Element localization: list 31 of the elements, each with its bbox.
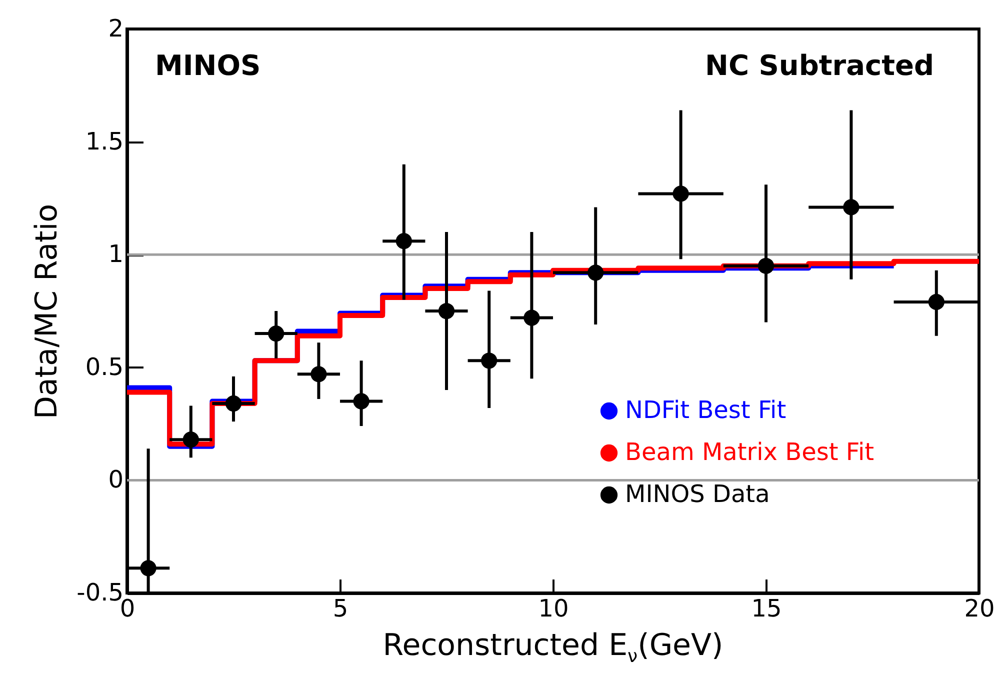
point xyxy=(182,432,199,448)
point xyxy=(928,294,944,310)
point xyxy=(396,233,412,250)
legend-label: NDFit Best Fit xyxy=(625,396,786,424)
annotation: MINOS xyxy=(155,49,261,82)
point xyxy=(672,186,689,202)
x-axis-title: Reconstructed E$_{ν}$(GeV) xyxy=(382,628,724,667)
y-tick-label: 1 xyxy=(108,240,124,268)
point xyxy=(438,302,455,320)
legend-label: MINOS Data xyxy=(625,480,770,508)
point xyxy=(524,310,540,326)
annotation: NC Subtracted xyxy=(705,49,934,82)
x-tick-label: 10 xyxy=(538,594,569,622)
point xyxy=(481,352,498,369)
legend-label: Beam Matrix Best Fit xyxy=(625,438,874,466)
y-axis-title: Data/MC Ratio xyxy=(30,204,65,420)
y-tick-label: 0.5 xyxy=(85,352,124,381)
point xyxy=(588,264,604,281)
point xyxy=(758,258,774,274)
point xyxy=(353,393,370,410)
point xyxy=(225,395,242,412)
point xyxy=(843,199,860,216)
x-tick-label: 20 xyxy=(964,594,995,622)
y-tick-label: 0 xyxy=(108,466,124,494)
point xyxy=(268,326,284,342)
x-tick-label: 15 xyxy=(751,594,782,622)
y-tick-label: 1.5 xyxy=(85,127,124,156)
point xyxy=(310,366,327,382)
point xyxy=(140,560,156,576)
x-tick-label: 5 xyxy=(332,594,348,622)
y-tick-label: 2 xyxy=(108,14,124,42)
